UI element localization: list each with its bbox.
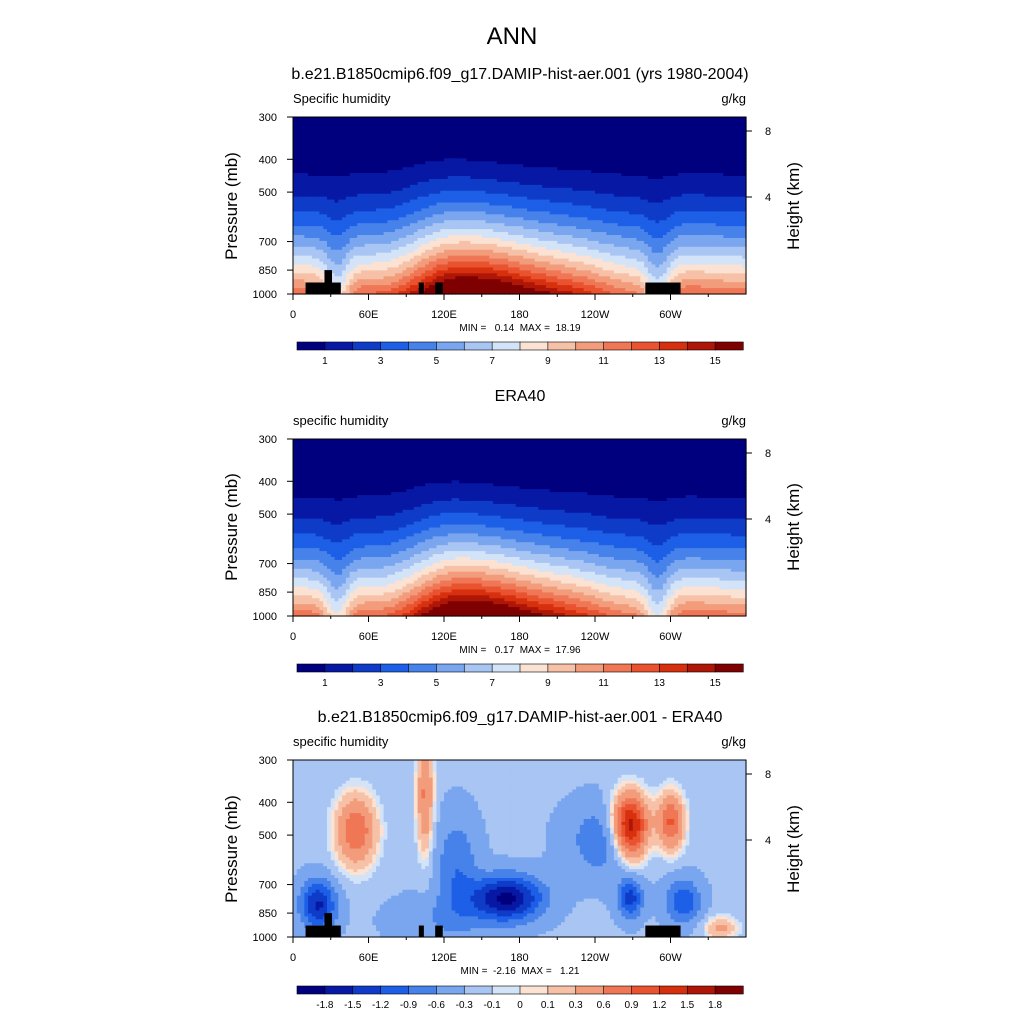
- contour-field: [293, 117, 747, 295]
- units-label: g/kg: [721, 91, 746, 106]
- variable-label: Specific humidity: [293, 91, 391, 106]
- panel-title: b.e21.B1850cmip6.f09_g17.DAMIP-hist-aer.…: [291, 66, 748, 83]
- figure-title: ANN: [487, 23, 538, 50]
- panel-model: b.e21.B1850cmip6.f09_g17.DAMIP-hist-aer.…: [222, 66, 803, 367]
- figure: ANN b.e21.B1850cmip6.f09_g17.DAMIP-hist-…: [0, 0, 1024, 1024]
